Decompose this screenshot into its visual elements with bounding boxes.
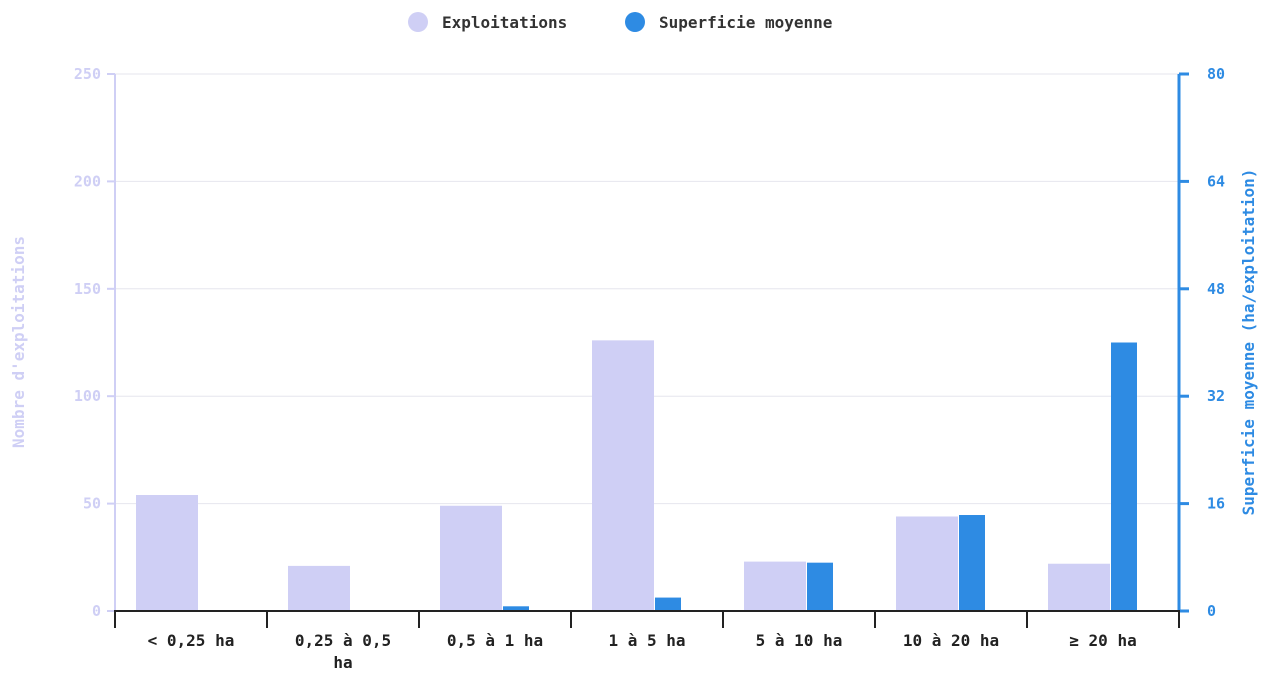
bar-exploitations xyxy=(440,505,502,611)
y-left-axis-title: Nombre d'exploitations xyxy=(9,236,28,448)
bars xyxy=(136,340,1137,611)
bar-exploitations xyxy=(1048,563,1110,611)
y-left-tick-label: 50 xyxy=(83,495,101,513)
x-tick-label: 5 à 10 ha xyxy=(756,631,843,650)
x-tick-label: < 0,25 ha xyxy=(148,631,235,650)
x-tick-label: 0,25 à 0,5 xyxy=(295,631,391,650)
y-left-tick-label: 250 xyxy=(74,65,101,83)
y-left-tick-label: 200 xyxy=(74,172,101,190)
y-left-tick-label: 100 xyxy=(74,387,101,405)
legend: Exploitations Superficie moyenne xyxy=(408,12,832,32)
legend-marker-exploitations xyxy=(408,12,428,32)
bar-superficie-moyenne xyxy=(1111,342,1137,611)
y-left-tick-label: 150 xyxy=(74,280,101,298)
bar-exploitations xyxy=(136,495,198,611)
legend-label-superficie: Superficie moyenne xyxy=(659,13,832,32)
y-right-tick-label: 32 xyxy=(1207,387,1225,405)
x-tick-label: 10 à 20 ha xyxy=(903,631,999,650)
y-right-axis-title: Superficie moyenne (ha/exploitation) xyxy=(1239,169,1258,516)
gridlines xyxy=(115,73,1179,505)
x-tick-label: 0,5 à 1 ha xyxy=(447,631,543,650)
legend-label-exploitations: Exploitations xyxy=(442,13,567,32)
x-tick-label: ha xyxy=(333,653,352,672)
bar-exploitations xyxy=(288,565,350,611)
y-right-tick-label: 64 xyxy=(1207,172,1225,190)
bar-superficie-moyenne xyxy=(959,515,985,611)
y-right-tick-label: 0 xyxy=(1207,602,1216,620)
x-tick-label: 1 à 5 ha xyxy=(608,631,685,650)
x-tick-label: ≥ 20 ha xyxy=(1069,631,1136,650)
bar-exploitations xyxy=(592,340,654,611)
y-right-tick-label: 48 xyxy=(1207,280,1225,298)
y-left-tick-label: 0 xyxy=(92,602,101,620)
bar-superficie-moyenne xyxy=(503,606,529,611)
legend-marker-superficie xyxy=(625,12,645,32)
bar-superficie-moyenne xyxy=(807,562,833,611)
bar-exploitations xyxy=(896,516,958,611)
bar-superficie-moyenne xyxy=(655,597,681,611)
axes: 0 50 100 150 200 250 0 16 32 48 64 80 < 0,25 ha 0,25 … xyxy=(74,65,1225,672)
y-right-tick-label: 16 xyxy=(1207,495,1225,513)
y-right-tick-label: 80 xyxy=(1207,65,1225,83)
bar-exploitations xyxy=(744,561,806,611)
